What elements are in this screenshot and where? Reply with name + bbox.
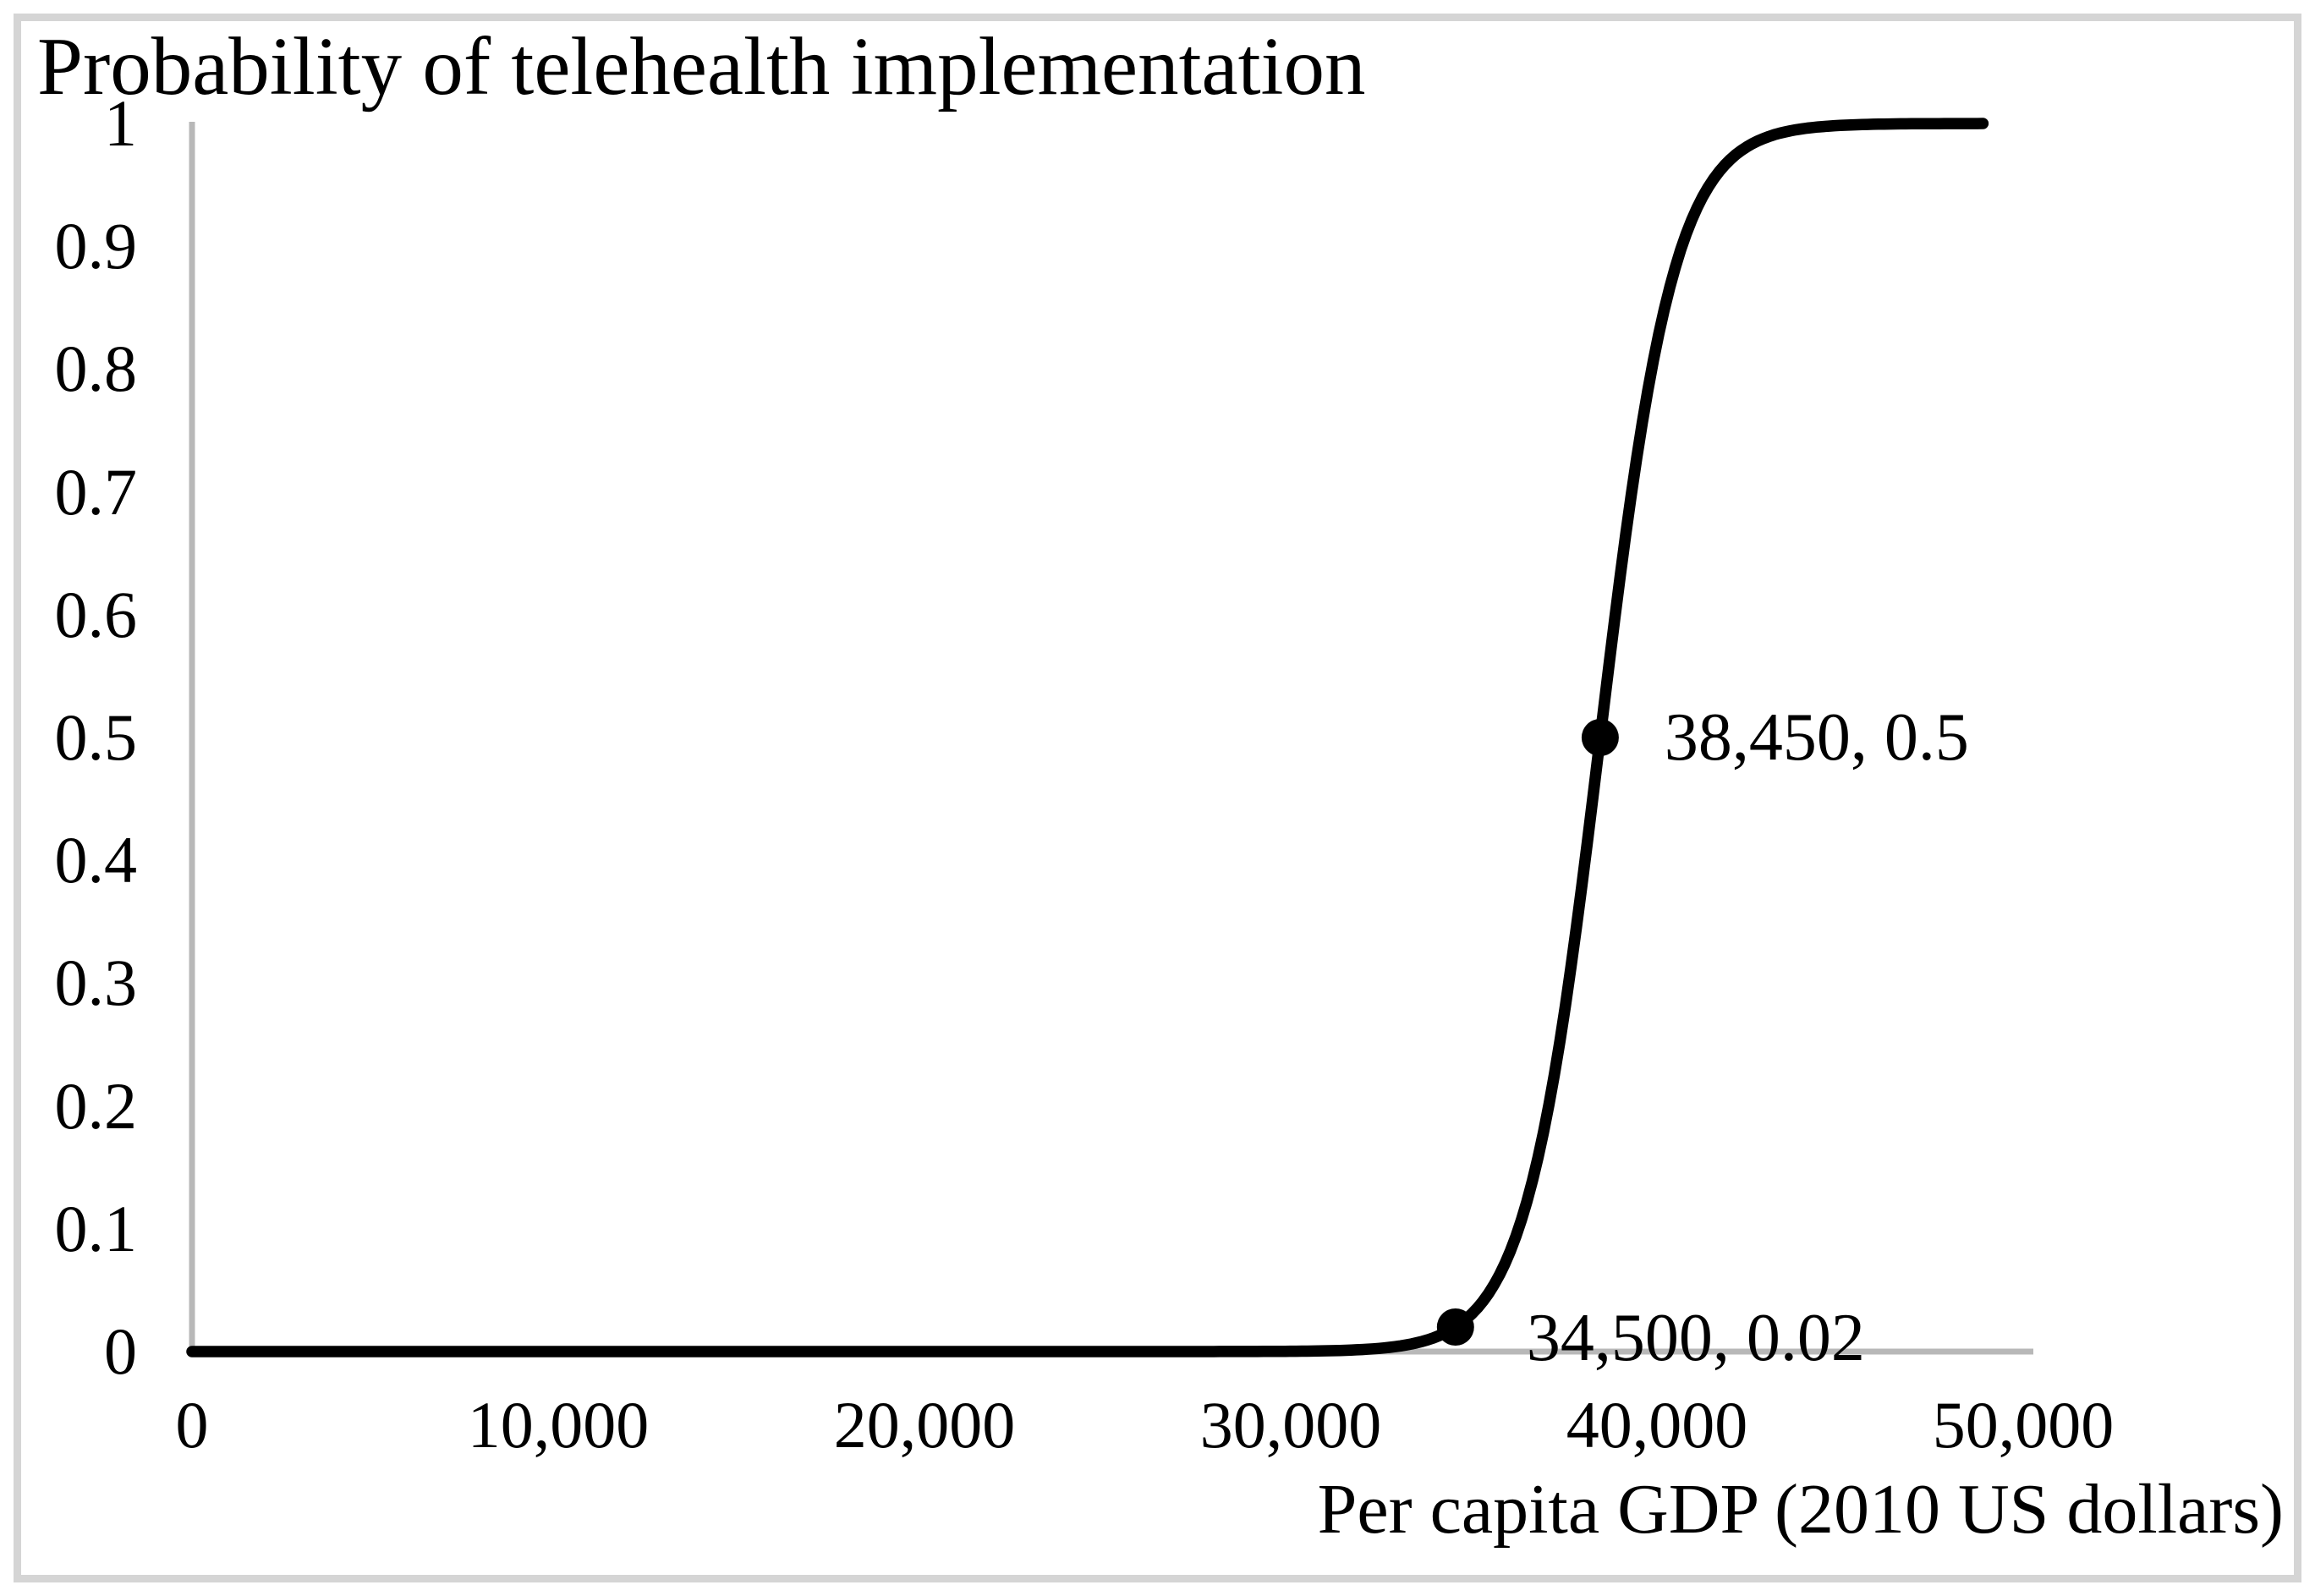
x-tick-label: 40,000: [1566, 1388, 1748, 1462]
y-tick-label: 0.8: [54, 332, 138, 406]
page-border: [14, 14, 2301, 1582]
y-tick-label: 0.4: [54, 823, 138, 897]
y-tick-label: 0.3: [54, 946, 138, 1020]
x-tick-label: 30,000: [1199, 1388, 1382, 1462]
y-tick-label: 0.1: [54, 1191, 138, 1265]
x-tick-label: 20,000: [833, 1388, 1016, 1462]
y-tick-label: 1: [104, 86, 137, 160]
x-axis-title: Per capita GDP (2010 US dollars): [1317, 1470, 2284, 1549]
point-label-onset: 34,500, 0.02: [1526, 1300, 1865, 1375]
y-tick-label: 0.5: [54, 700, 138, 774]
probability-curve: [186, 118, 1989, 1357]
y-tick-label: 0: [104, 1314, 137, 1388]
x-tick-label: 50,000: [1932, 1388, 2115, 1462]
x-tick-label: 0: [175, 1388, 209, 1462]
y-tick-label: 0.6: [54, 577, 138, 651]
data-point-dot: [1581, 719, 1619, 756]
y-tick-label: 0.7: [54, 454, 138, 529]
y-tick-label: 0.2: [54, 1068, 138, 1143]
point-label-midpoint: 38,450, 0.5: [1664, 700, 1969, 775]
y-tick-label: 0.9: [54, 209, 138, 283]
data-point-dot: [1436, 1308, 1474, 1346]
x-tick-label: 10,000: [467, 1388, 650, 1462]
chart-title: Probability of telehealth implementation: [37, 21, 1366, 112]
